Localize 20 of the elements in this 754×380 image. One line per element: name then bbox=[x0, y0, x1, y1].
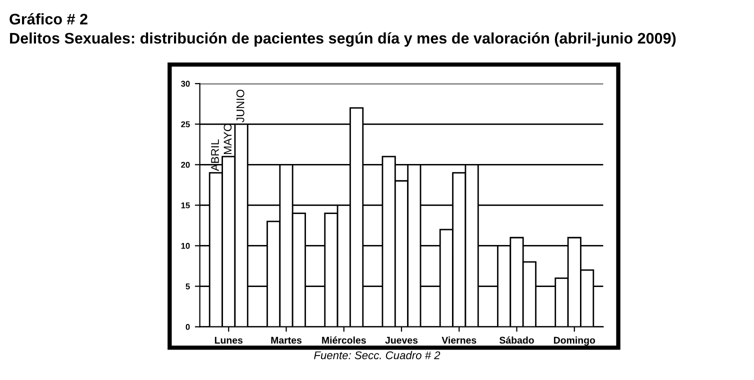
y-tick-label: 5 bbox=[186, 284, 190, 290]
text: Gráfico # 2 bbox=[10, 13, 88, 25]
y-tick-label: 15 bbox=[181, 202, 190, 208]
y-tick-label: 10 bbox=[181, 242, 190, 249]
x-tick-label: Jueves bbox=[385, 336, 418, 344]
x-tick-label: Martes bbox=[271, 336, 302, 344]
x-tick-label: Lunes bbox=[214, 336, 243, 344]
chart-subtitle: Delitos Sexuales: distribución de pacientes según día y mes de valoración (abril-junio 2009) bbox=[10, 32, 676, 47]
y-tick-label: 25 bbox=[181, 121, 190, 128]
text: MAYO bbox=[224, 124, 232, 154]
y-tick-label: 0 bbox=[186, 324, 190, 330]
source-note: Fuente: Secc. Cuadro # 2 bbox=[314, 351, 440, 360]
x-tick-label: Domingo bbox=[554, 336, 596, 346]
text: JUNIO bbox=[236, 90, 244, 122]
x-tick-label: Miércoles bbox=[322, 336, 366, 344]
text: ABRIL bbox=[211, 139, 219, 172]
y-tick-label: 30 bbox=[181, 80, 190, 87]
x-tick-label: Sábado bbox=[499, 336, 534, 344]
y-tick-label: 20 bbox=[181, 162, 190, 168]
x-tick-label: Viernes bbox=[442, 336, 476, 344]
